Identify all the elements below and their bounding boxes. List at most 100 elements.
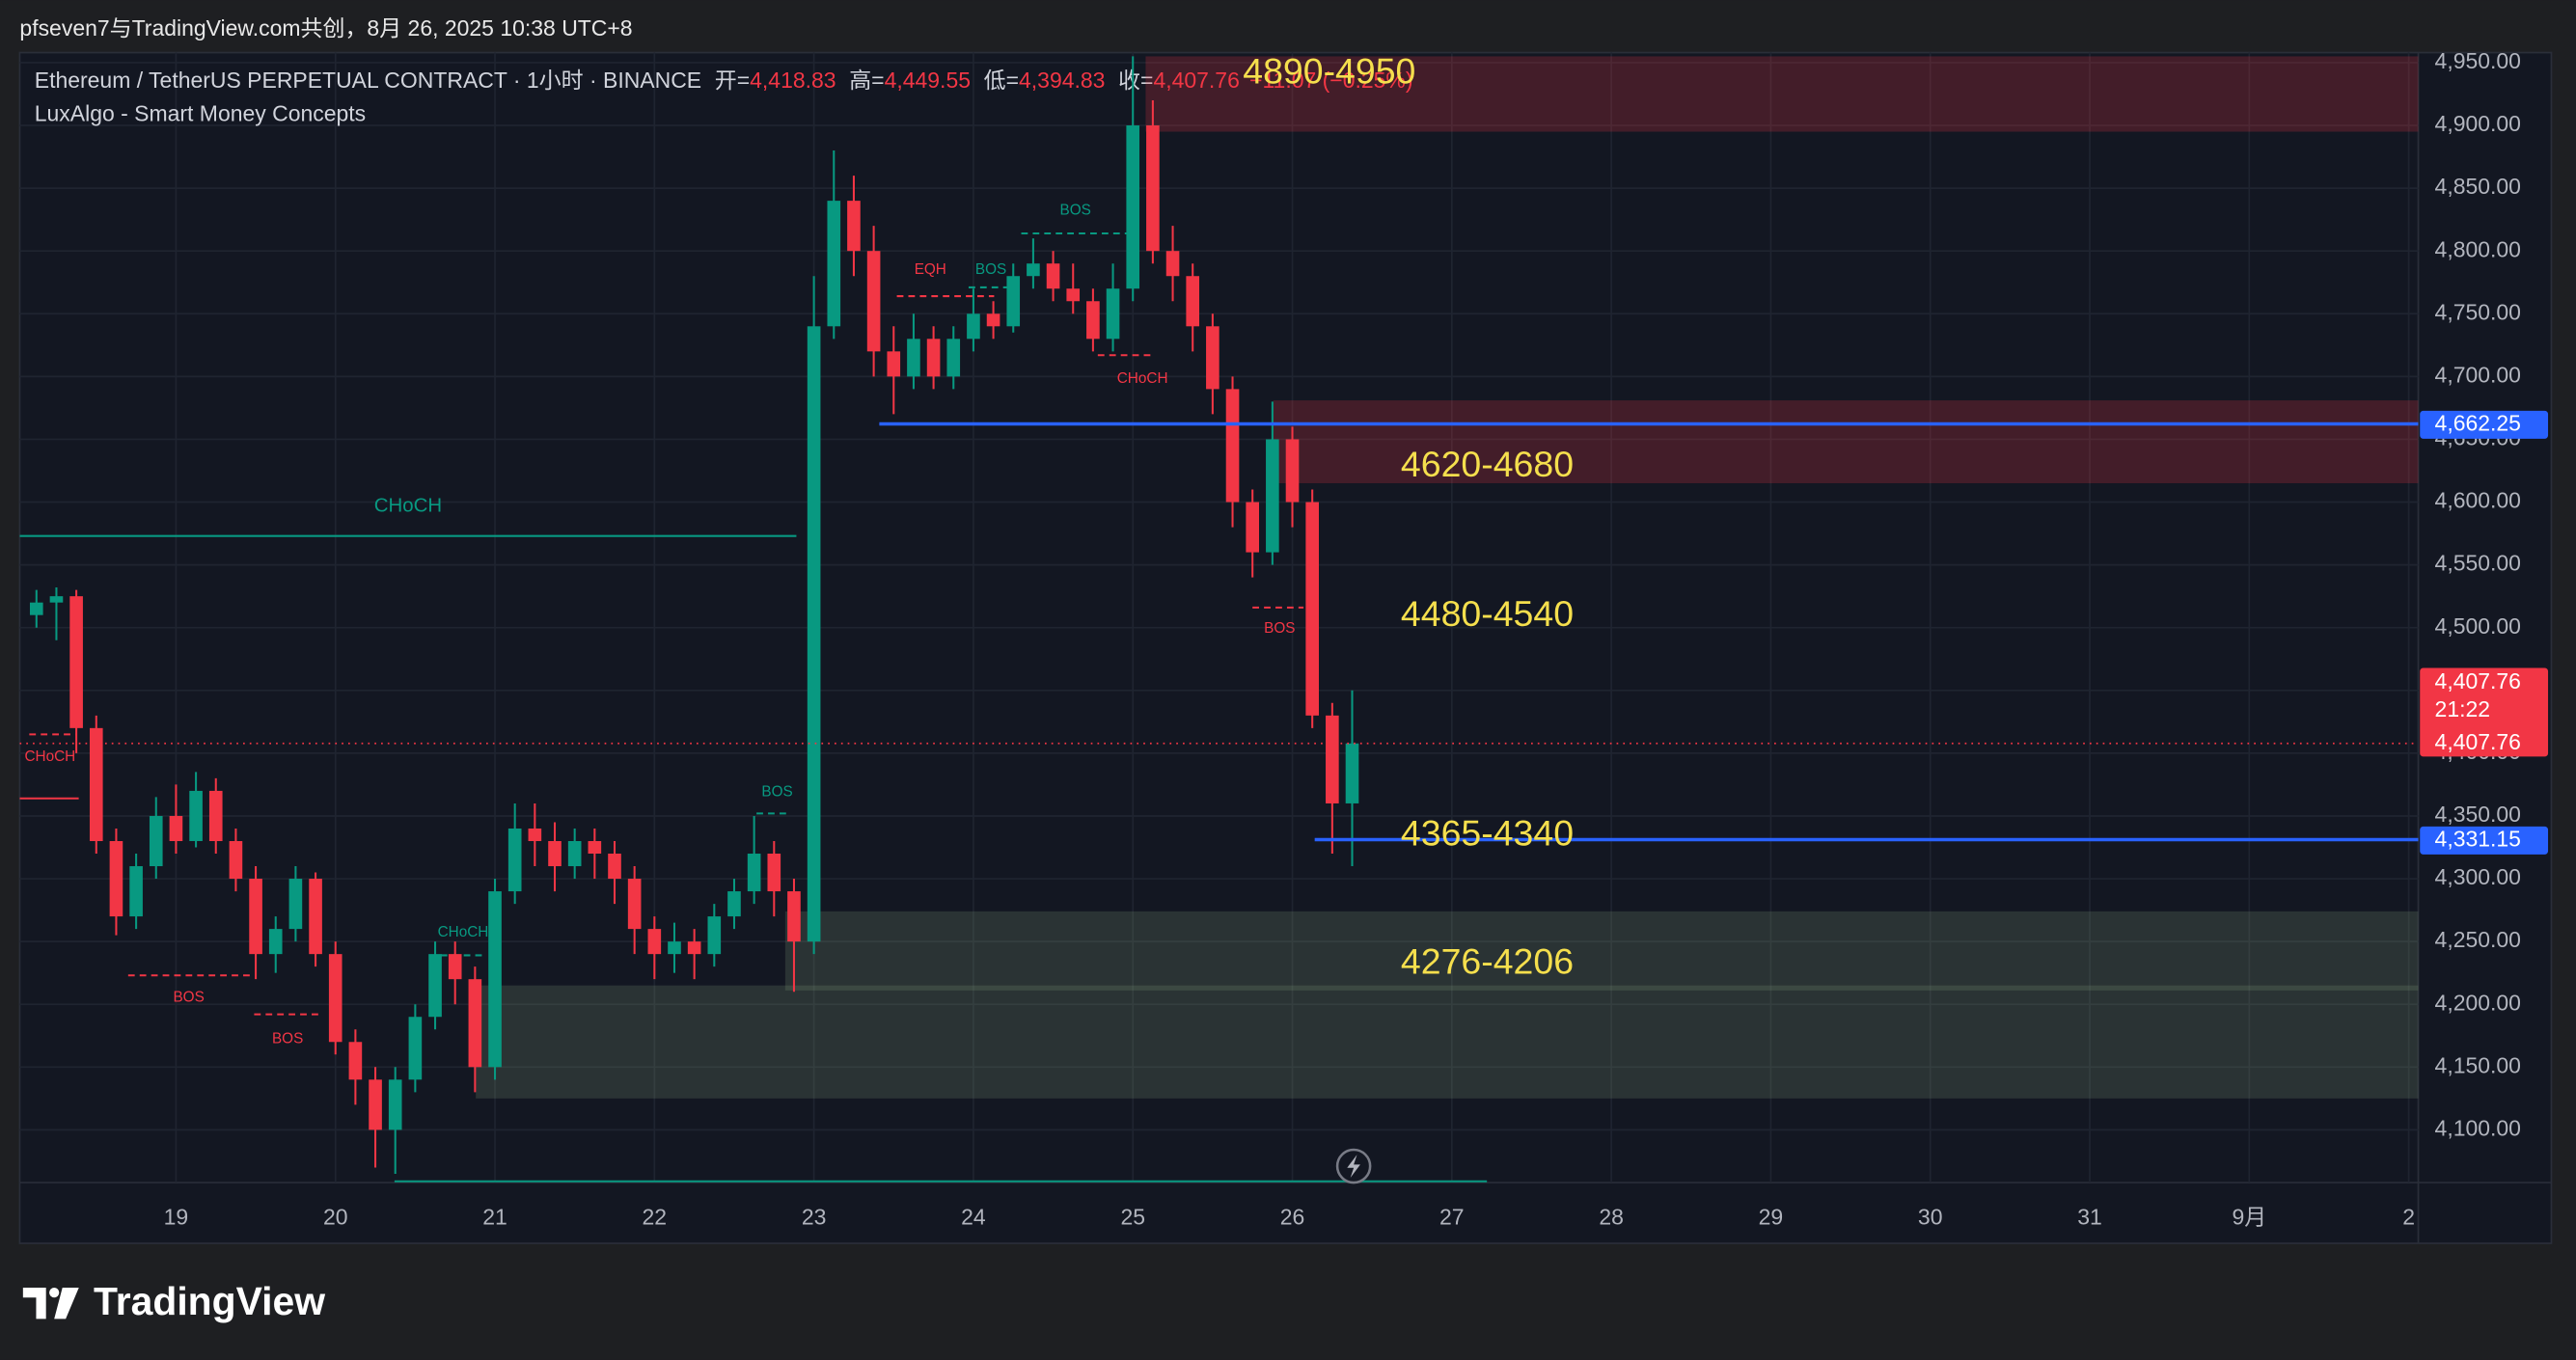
candle-body bbox=[309, 879, 322, 955]
candle-body bbox=[847, 201, 861, 252]
candle-body bbox=[1186, 276, 1200, 327]
zone-label: 4620-4680 bbox=[1401, 444, 1574, 484]
y-tick-label: 4,750.00 bbox=[2435, 299, 2521, 324]
candle-body bbox=[1285, 439, 1300, 503]
candle-body bbox=[1266, 439, 1279, 553]
structure-label: BOS bbox=[1264, 620, 1295, 637]
legend-line: Ethereum / TetherUS PERPETUAL CONTRACT ·… bbox=[35, 68, 1413, 93]
candle-body bbox=[1106, 288, 1120, 340]
y-tick-label: 4,250.00 bbox=[2435, 927, 2521, 952]
ohlc-key: 高= bbox=[849, 68, 884, 93]
logo-mark bbox=[22, 1288, 46, 1319]
candle-body bbox=[707, 916, 722, 955]
structure-label: BOS bbox=[272, 1031, 303, 1047]
structure-line-label: CHoCH bbox=[374, 495, 442, 516]
x-tick-label: 27 bbox=[1439, 1205, 1465, 1230]
x-tick-label: 21 bbox=[482, 1205, 507, 1230]
zone-label: 4890-4950 bbox=[1243, 51, 1415, 92]
indicator-name: LuxAlgo - Smart Money Concepts bbox=[35, 100, 366, 125]
zone bbox=[476, 985, 2419, 1099]
candle-body bbox=[827, 201, 841, 327]
candle-body bbox=[588, 840, 602, 855]
y-tick-label: 4,550.00 bbox=[2435, 551, 2521, 576]
x-tick-label: 9月 bbox=[2232, 1205, 2266, 1230]
candle-body bbox=[767, 854, 781, 892]
y-tick-label: 4,350.00 bbox=[2435, 802, 2521, 827]
candle-body bbox=[328, 954, 343, 1043]
zone-label: 4480-4540 bbox=[1401, 593, 1574, 634]
grid bbox=[19, 52, 2419, 1183]
ohlc-key: 开= bbox=[715, 68, 750, 93]
price-tag bbox=[2420, 410, 2549, 439]
x-tick-label: 28 bbox=[1599, 1205, 1624, 1230]
y-tick-label: 4,150.00 bbox=[2435, 1052, 2521, 1077]
y-tick-label: 4,800.00 bbox=[2435, 236, 2521, 261]
y-tick-label: 4,700.00 bbox=[2435, 362, 2521, 387]
candle-body bbox=[1246, 502, 1260, 553]
candle-body bbox=[1146, 125, 1160, 252]
candle-body bbox=[687, 941, 701, 955]
x-tick-label: 26 bbox=[1280, 1205, 1305, 1230]
candle-body bbox=[1006, 276, 1021, 327]
candle-body bbox=[448, 954, 462, 980]
logo-dot bbox=[49, 1288, 60, 1298]
candle-body bbox=[1086, 301, 1100, 340]
brand-logo bbox=[22, 1288, 79, 1319]
candle-body bbox=[907, 339, 920, 377]
zone bbox=[1273, 400, 2419, 484]
x-tick-label: 2 bbox=[2402, 1205, 2415, 1230]
candle-body bbox=[229, 840, 243, 880]
candle-body bbox=[109, 840, 123, 917]
brand-name: TradingView bbox=[94, 1279, 325, 1323]
candle-body bbox=[727, 891, 741, 917]
ohlc-key: 收= bbox=[1118, 68, 1153, 93]
structure-label: BOS bbox=[173, 990, 204, 1006]
x-tick-label: 31 bbox=[2077, 1205, 2102, 1230]
ohlc-value: 4,407.76 bbox=[1153, 68, 1239, 93]
lightning-icon bbox=[1347, 1155, 1360, 1178]
candle-body bbox=[548, 840, 562, 867]
candle-body bbox=[747, 854, 761, 892]
candle-body bbox=[926, 339, 941, 377]
candle-body bbox=[49, 596, 64, 603]
x-tick-label: 19 bbox=[164, 1205, 189, 1230]
candle-body bbox=[866, 251, 881, 352]
header-text: pfseven7与TradingView.com共创，8月 26, 2025 1… bbox=[19, 15, 632, 41]
current-price-tag bbox=[2420, 667, 2549, 757]
structure-label: CHoCH bbox=[1117, 370, 1168, 387]
x-tick-label: 24 bbox=[961, 1205, 986, 1230]
candle-body bbox=[1066, 288, 1081, 302]
candle-body bbox=[787, 891, 801, 942]
candle-body bbox=[69, 596, 83, 728]
candle-body bbox=[807, 326, 821, 942]
ohlc-value: 4,449.55 bbox=[885, 68, 971, 93]
candle-body bbox=[567, 840, 582, 867]
plot: CHoCH CHoCH BOS BOS BOS CHoCH BOS BOS BOS EQH CHoC… bbox=[19, 56, 2419, 1183]
y-tick-label: 4,600.00 bbox=[2435, 488, 2521, 513]
candle-body bbox=[268, 929, 283, 955]
candle-body bbox=[1326, 715, 1339, 803]
structure-label: CHoCH bbox=[438, 924, 489, 940]
structure-label: BOS bbox=[975, 261, 1006, 278]
x-tick-label: 22 bbox=[643, 1205, 668, 1230]
candle-body bbox=[129, 866, 143, 917]
current-price-tag-label: 4,407.76 bbox=[2435, 729, 2521, 754]
candle-body bbox=[1305, 502, 1319, 716]
axes: 4,100.00 4,150.00 4,200.00 4,250.00 4,300.00… bbox=[164, 48, 2549, 1230]
candle-body bbox=[1165, 251, 1180, 277]
candle-body bbox=[149, 815, 163, 867]
structure-label: BOS bbox=[1060, 203, 1091, 219]
candle-body bbox=[428, 954, 442, 1018]
y-tick-label: 4,200.00 bbox=[2435, 990, 2521, 1015]
candle-body bbox=[408, 1017, 423, 1080]
candle-body bbox=[528, 828, 542, 841]
ohlc-key: 低= bbox=[984, 68, 1019, 93]
structure-label: CHoCH bbox=[24, 748, 75, 765]
candle-body bbox=[1225, 389, 1240, 503]
y-tick-label: 4,900.00 bbox=[2435, 111, 2521, 136]
ohlc-change: −11.07 (−0.25%) bbox=[1249, 68, 1412, 93]
countdown-label: 21:22 bbox=[2435, 696, 2490, 721]
symbol-title: Ethereum / TetherUS PERPETUAL CONTRACT ·… bbox=[35, 68, 701, 93]
candle-body bbox=[29, 602, 43, 615]
